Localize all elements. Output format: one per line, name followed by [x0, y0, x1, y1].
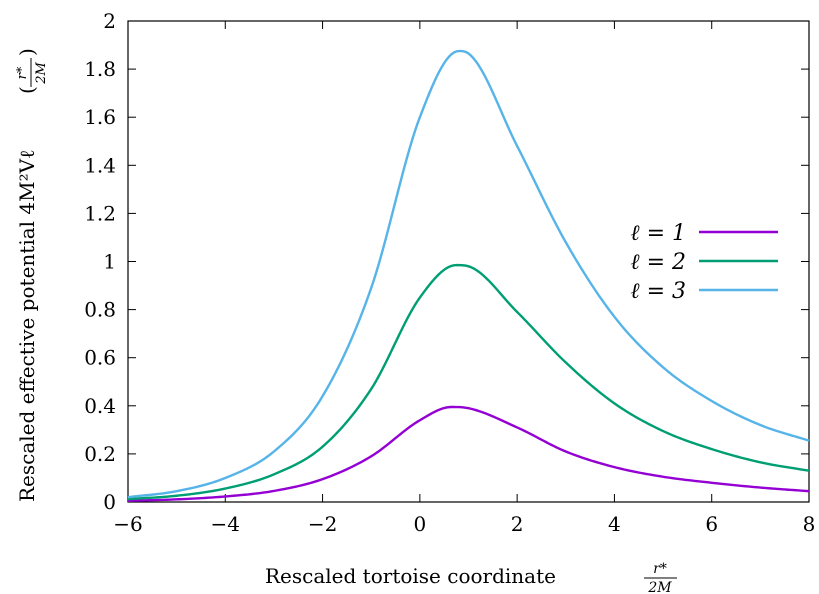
legend: ℓ = 1 ℓ = 2 ℓ = 3: [630, 221, 778, 304]
x-tick-label: 6: [705, 512, 718, 536]
x-axis-title-text: Rescaled tortoise coordinate: [265, 564, 556, 588]
x-axis-title-fraction-num: r*: [653, 561, 667, 577]
x-tick-label: −2: [308, 512, 337, 536]
y-tick-label: 1.8: [84, 57, 116, 81]
y-axis-ticks: 0 0.2 0.4 0.6 0.8 1 1.2 1.4 1.6 1.8 2: [84, 9, 809, 514]
x-tick-label: −6: [113, 512, 142, 536]
x-axis-title-fraction-den: 2M: [647, 580, 672, 594]
legend-label-l3: ℓ = 3: [630, 279, 686, 304]
y-axis-title-fraction-den: 2M: [34, 62, 49, 85]
y-axis-title-paren-open: (: [15, 86, 39, 94]
x-axis-ticks: −6 −4 −2 0 2 4 6 8: [113, 21, 815, 536]
y-tick-label: 0.8: [84, 298, 116, 322]
series-line-l2: [127, 263, 810, 501]
x-tick-label: 8: [803, 512, 816, 536]
series-lines: [127, 49, 810, 502]
legend-label-l1: ℓ = 1: [630, 221, 686, 246]
y-tick-label: 1.2: [84, 201, 116, 225]
y-tick-label: 1.4: [84, 153, 116, 177]
y-axis-title-fraction-num: r*: [15, 66, 30, 79]
series-line-l1: [127, 405, 810, 502]
y-tick-label: 2: [103, 9, 116, 33]
x-tick-label: 0: [413, 512, 426, 536]
x-tick-label: 4: [608, 512, 621, 536]
y-tick-label: 1.6: [84, 105, 116, 129]
x-tick-label: 2: [511, 512, 524, 536]
series-line-l3: [127, 49, 810, 499]
y-tick-label: 0.6: [84, 346, 116, 370]
y-tick-label: 0.2: [84, 442, 116, 466]
y-tick-label: 0.4: [84, 394, 116, 418]
y-tick-label: 0: [103, 490, 116, 514]
x-axis-title: Rescaled tortoise coordinate r* 2M: [265, 561, 677, 594]
y-axis-title: Rescaled effective potential 4M²Vℓ ( r* …: [15, 48, 49, 502]
y-axis-title-paren-close: ): [15, 48, 39, 56]
y-tick-label: 1: [103, 250, 116, 274]
y-axis-title-text: Rescaled effective potential 4M²Vℓ: [15, 149, 39, 502]
legend-label-l2: ℓ = 2: [630, 250, 686, 275]
x-tick-label: −4: [211, 512, 240, 536]
